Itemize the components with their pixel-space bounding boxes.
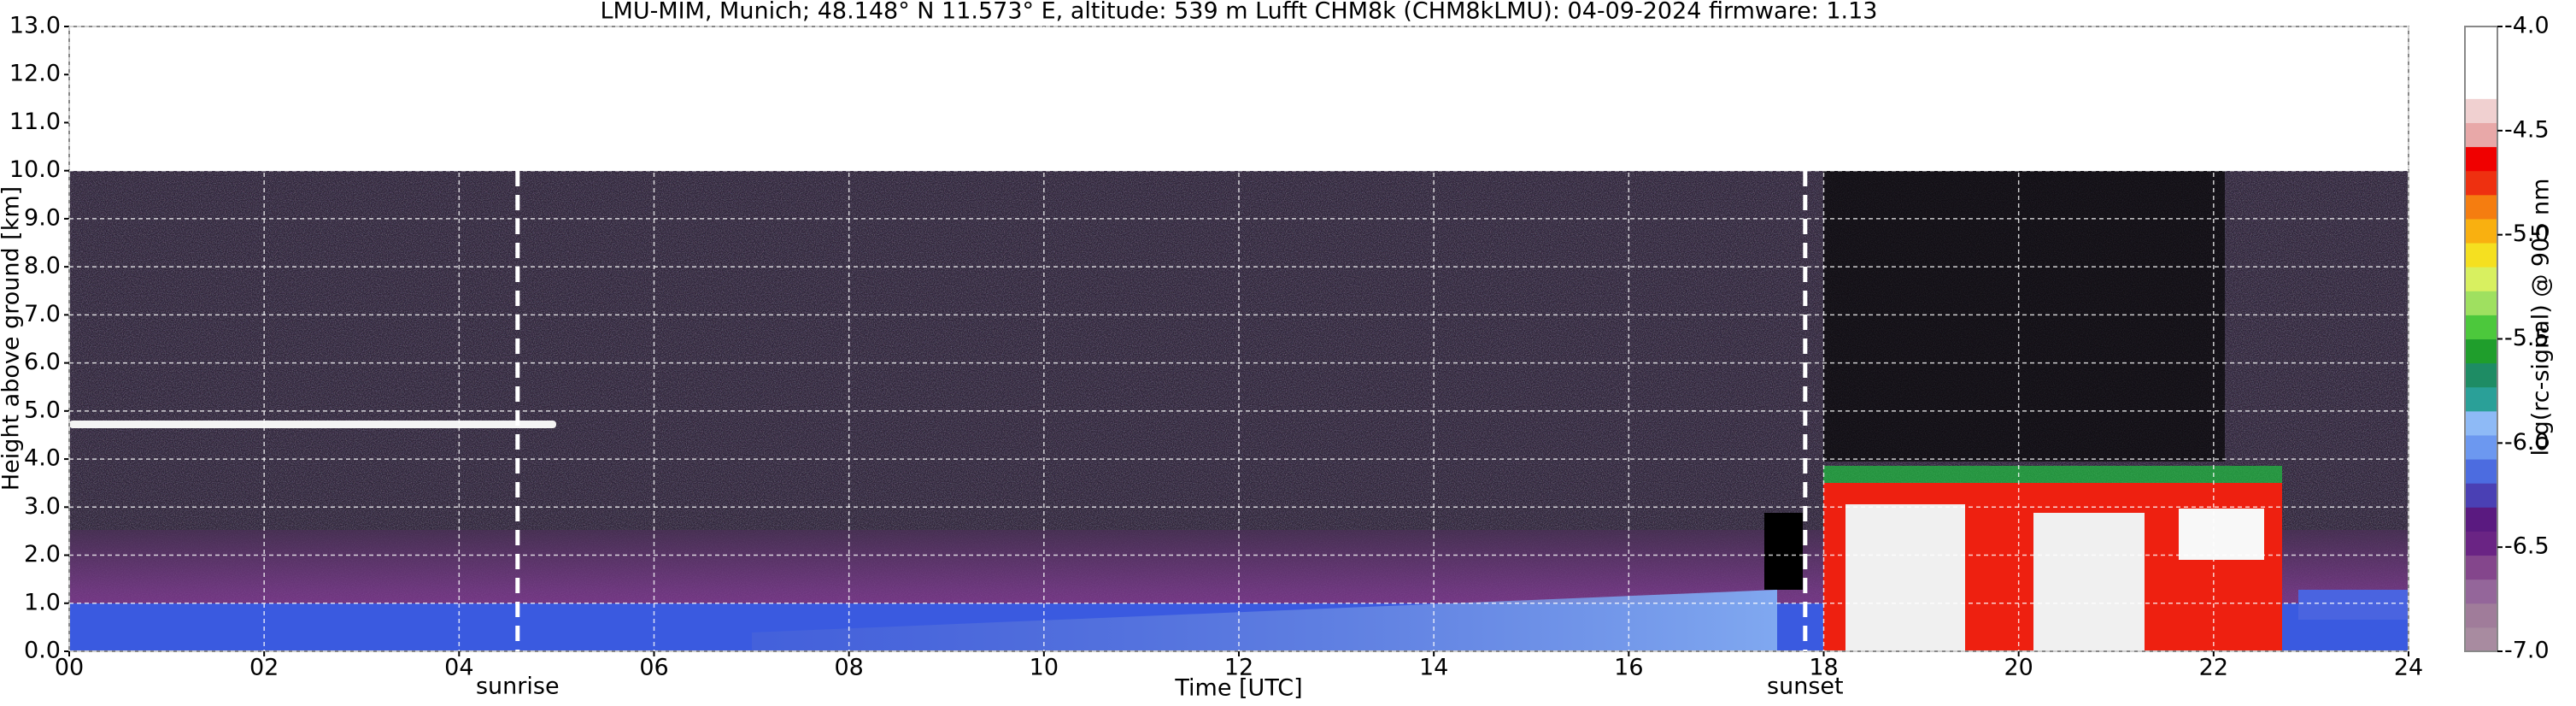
colorbar-tick-label: -5.0 xyxy=(2504,221,2550,247)
colorbar-swatch xyxy=(2465,291,2497,315)
x-tick-label: 10 xyxy=(1030,655,1059,681)
colorbar-label: log(rc-signal) @ 905 nm xyxy=(2528,179,2555,456)
y-tick-label: 6.0 xyxy=(24,349,61,375)
colorbar-swatch xyxy=(2465,243,2497,268)
annotation-label: sunrise xyxy=(476,674,560,700)
x-tick-label: 00 xyxy=(55,655,84,681)
y-tick-label: 5.0 xyxy=(24,397,61,423)
colorbar-swatch xyxy=(2465,26,2497,51)
y-tick-label: 3.0 xyxy=(24,493,61,520)
colorbar-tick-label: -6.5 xyxy=(2504,533,2550,560)
colorbar-tick-label: -7.0 xyxy=(2504,638,2550,664)
annotation-label: sunset xyxy=(1767,674,1844,700)
colorbar-swatch xyxy=(2465,170,2497,196)
colorbar-swatch xyxy=(2465,507,2497,532)
colorbar-swatch xyxy=(2465,146,2497,172)
colorbar-swatch xyxy=(2465,603,2497,628)
y-tick-label: 8.0 xyxy=(24,253,61,279)
colorbar-swatch xyxy=(2465,483,2497,508)
y-tick-label: 11.0 xyxy=(9,109,61,135)
x-tick-label: 24 xyxy=(2394,655,2423,681)
colorbar-tick-label: -4.5 xyxy=(2504,116,2550,143)
y-tick-label: 7.0 xyxy=(24,301,61,327)
y-tick-label: 13.0 xyxy=(9,13,61,39)
x-tick-label: 20 xyxy=(2004,655,2033,681)
colorbar-swatch xyxy=(2465,218,2497,244)
colorbar-swatch xyxy=(2465,434,2497,460)
x-tick-label: 04 xyxy=(444,655,473,681)
colorbar-swatch xyxy=(2465,338,2497,364)
y-tick-label: 9.0 xyxy=(24,204,61,231)
colorbar-swatch xyxy=(2465,555,2497,580)
chart-title: LMU-MIM, Munich; 48.148° N 11.573° E, al… xyxy=(601,0,1878,25)
x-axis-label: Time [UTC] xyxy=(1174,675,1302,702)
colorbar-swatch xyxy=(2465,459,2497,484)
x-tick-label: 06 xyxy=(639,655,668,681)
colorbar-swatch xyxy=(2465,627,2497,652)
y-tick-label: 12.0 xyxy=(9,61,61,87)
colorbar-swatch xyxy=(2465,50,2497,75)
colorbar-swatch xyxy=(2465,315,2497,339)
colorbar-swatch xyxy=(2465,386,2497,412)
y-axis-label: Height above ground [km] xyxy=(0,186,25,491)
x-tick-label: 12 xyxy=(1224,655,1253,681)
y-tick-label: 1.0 xyxy=(24,589,61,615)
x-tick-label: 18 xyxy=(1809,655,1838,681)
y-tick-label: 4.0 xyxy=(24,445,61,472)
colorbar-swatch xyxy=(2465,74,2497,99)
colorbar-swatch xyxy=(2465,410,2497,436)
colorbar-swatch xyxy=(2465,122,2497,148)
colorbar-swatch xyxy=(2465,531,2497,556)
x-tick-label: 22 xyxy=(2199,655,2228,681)
colorbar-swatch xyxy=(2465,579,2497,604)
colorbar-swatch xyxy=(2465,98,2497,123)
colorbar-swatch xyxy=(2465,362,2497,388)
x-tick-label: 14 xyxy=(1419,655,1448,681)
y-tick-label: 2.0 xyxy=(24,541,61,568)
x-tick-label: 08 xyxy=(834,655,863,681)
colorbar-tick-label: -6.0 xyxy=(2504,429,2550,456)
x-tick-label: 02 xyxy=(249,655,279,681)
y-tick-label: 0.0 xyxy=(24,638,61,664)
colorbar-tick-label: -5.5 xyxy=(2504,325,2550,351)
colorbar-swatch xyxy=(2465,194,2497,220)
y-tick-label: 10.0 xyxy=(9,156,61,183)
x-tick-label: 16 xyxy=(1614,655,1643,681)
colorbar-swatch xyxy=(2465,267,2497,291)
colorbar-tick-label: -4.0 xyxy=(2504,13,2550,39)
